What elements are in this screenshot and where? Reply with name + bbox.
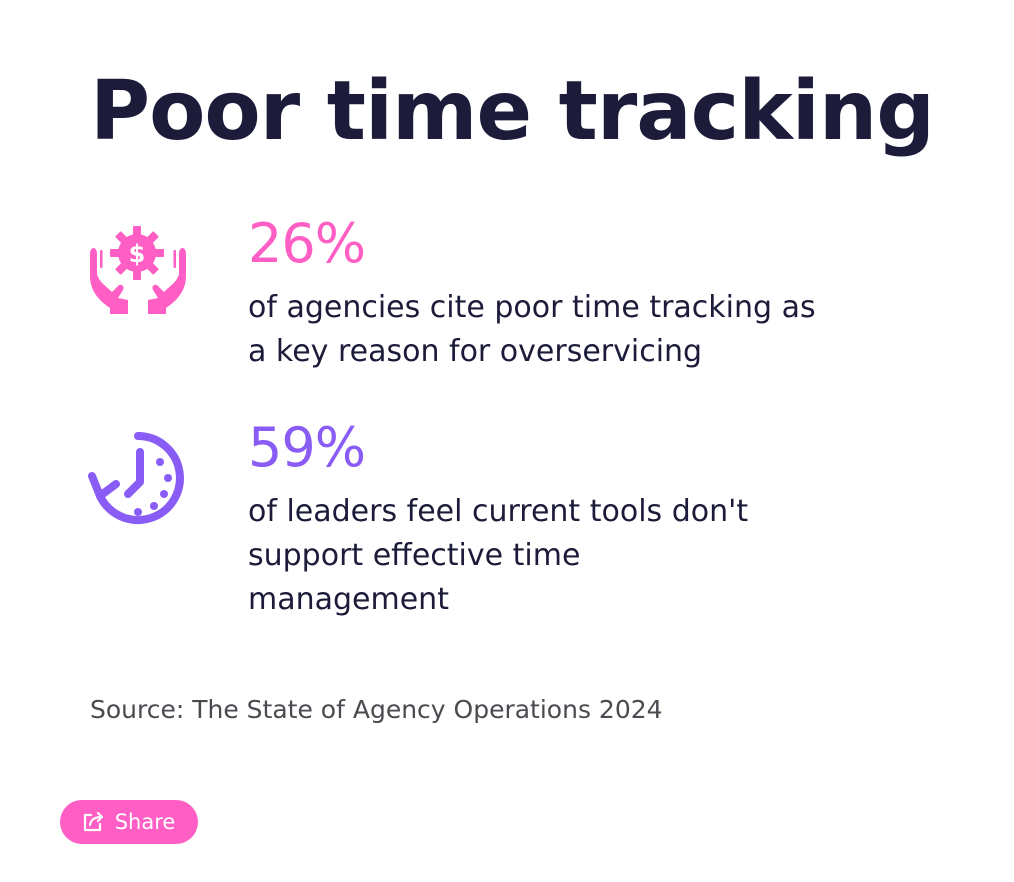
page-title: Poor time tracking	[90, 64, 935, 159]
stat-description: of leaders feel current tools don't supp…	[248, 494, 749, 617]
stat-value: 59%	[248, 416, 366, 479]
share-icon	[83, 812, 105, 832]
svg-text:$: $	[129, 240, 146, 268]
share-button[interactable]: Share	[60, 800, 198, 844]
clock-history-icon	[88, 430, 188, 530]
hands-holding-dollar-gear-icon: $	[88, 226, 188, 326]
share-button-label: Share	[114, 810, 176, 834]
stat-value: 26%	[248, 212, 366, 275]
stat-description: of agencies cite poor time tracking as a…	[248, 290, 816, 369]
source-note: Source: The State of Agency Operations 2…	[90, 695, 663, 724]
